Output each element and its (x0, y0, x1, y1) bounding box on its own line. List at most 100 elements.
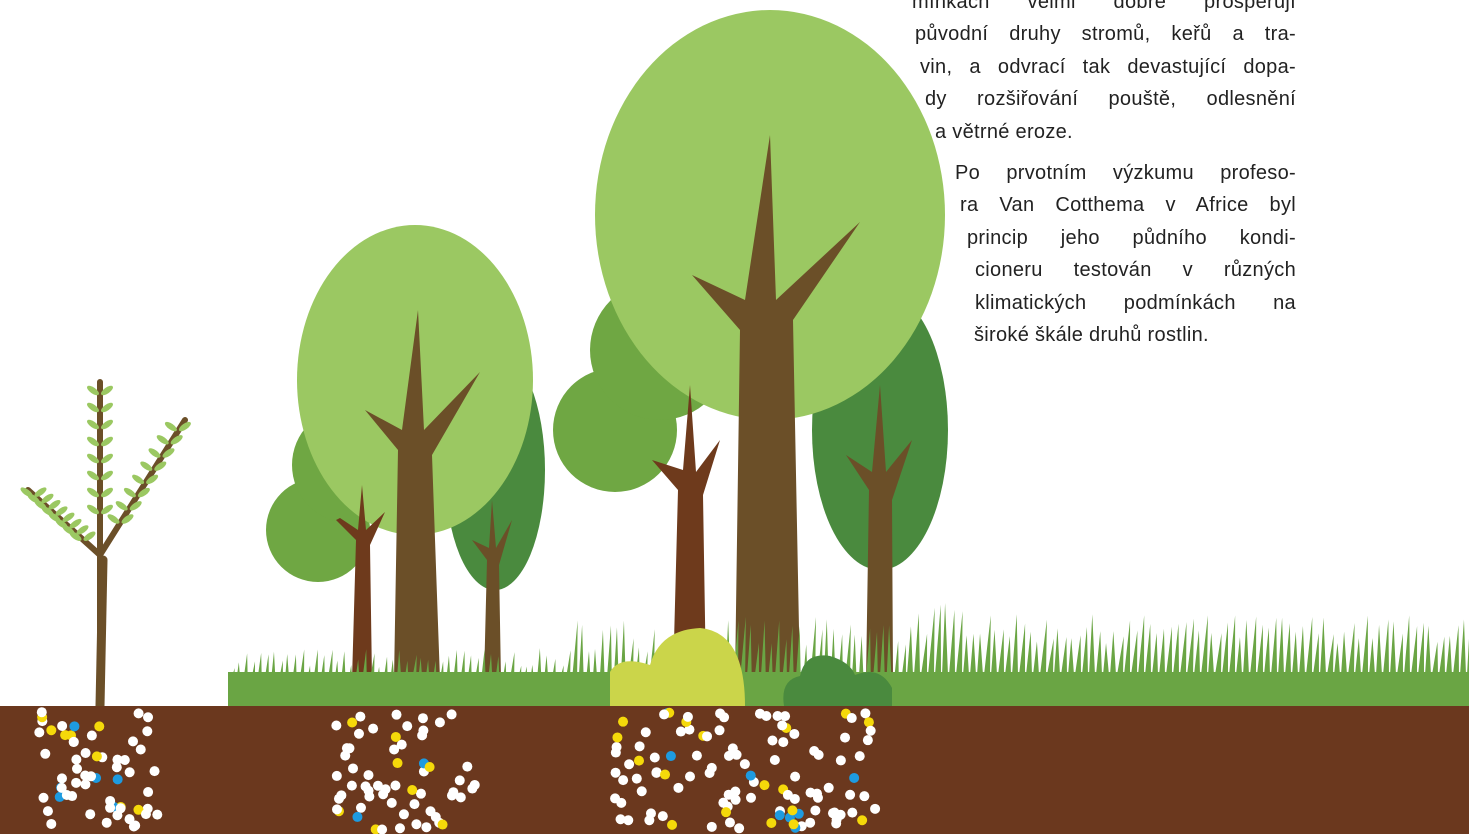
particle (635, 741, 645, 751)
particle (790, 772, 800, 782)
particle (142, 726, 152, 736)
sapling (28, 382, 185, 706)
particle (859, 791, 869, 801)
illustration (0, 0, 1469, 834)
particle (455, 775, 465, 785)
text-line: klimatických podmínkách na (975, 291, 1296, 315)
particle (113, 774, 123, 784)
sapling-leaves (19, 384, 192, 543)
particle (81, 748, 91, 758)
particle (425, 762, 435, 772)
text-line: princip jeho půdního kondi- (967, 226, 1296, 250)
particle (634, 756, 644, 766)
particle (391, 732, 401, 742)
particle (721, 807, 731, 817)
particle (112, 810, 122, 820)
particle (847, 713, 857, 723)
particle (418, 726, 428, 736)
particle (767, 735, 777, 745)
text-line: ra Van Cotthema v Africe byl (960, 193, 1296, 217)
particle (725, 818, 735, 828)
particle (364, 791, 374, 801)
particle (610, 793, 620, 803)
particle (46, 725, 56, 735)
particle (740, 759, 750, 769)
particle (659, 709, 669, 719)
particle (683, 712, 693, 722)
particle (348, 763, 358, 773)
particle (447, 709, 457, 719)
particle (438, 820, 448, 830)
particle (85, 809, 95, 819)
particle (849, 773, 859, 783)
particle (651, 768, 661, 778)
particle (707, 822, 717, 832)
particle (746, 771, 756, 781)
particle (658, 811, 668, 821)
particle (381, 784, 391, 794)
particle (134, 708, 144, 718)
text-line: původní druhy stromů, keřů a tra- (915, 22, 1296, 46)
particle (611, 768, 621, 778)
particle (755, 709, 765, 719)
particle (632, 774, 642, 784)
particle (92, 751, 102, 761)
particle (332, 771, 342, 781)
particle (789, 819, 799, 829)
particle (352, 812, 362, 822)
particle (836, 755, 846, 765)
text-line: dy rozšiřování pouště, odlesnění (925, 87, 1296, 111)
particle (692, 751, 702, 761)
particle (676, 727, 686, 737)
particle (336, 790, 346, 800)
particle (152, 810, 162, 820)
particle (418, 713, 428, 723)
particle (864, 717, 874, 727)
particle (780, 711, 790, 721)
particle (724, 751, 734, 761)
particle (136, 745, 146, 755)
particle (416, 789, 426, 799)
particle (789, 729, 799, 739)
particle (332, 804, 342, 814)
particle (770, 755, 780, 765)
particle (832, 815, 842, 825)
particle (141, 809, 151, 819)
particle (660, 770, 670, 780)
particle (673, 783, 683, 793)
particle (407, 785, 417, 795)
particle (347, 781, 357, 791)
particle (80, 779, 90, 789)
particle (666, 751, 676, 761)
particle (646, 808, 656, 818)
particle (57, 773, 67, 783)
particle (447, 791, 457, 801)
text-line: cioneru testován v různých (975, 258, 1296, 282)
text-line: a větrné eroze. (935, 120, 1073, 144)
particle (395, 823, 405, 833)
particle (105, 796, 115, 806)
particle (62, 790, 72, 800)
particle (462, 762, 472, 772)
particle (57, 721, 67, 731)
particle (840, 733, 850, 743)
particle (759, 780, 769, 790)
particle (425, 806, 435, 816)
particle (778, 737, 788, 747)
particle (731, 795, 741, 805)
particle (125, 767, 135, 777)
particle (870, 804, 880, 814)
particle (392, 710, 402, 720)
particle (331, 721, 341, 731)
page: mínkách velmi dobře prosperujípůvodní dr… (0, 0, 1469, 834)
particle (470, 780, 480, 790)
particle (809, 746, 819, 756)
particle (824, 783, 834, 793)
particle (399, 809, 409, 819)
particle (71, 754, 81, 764)
particle (715, 725, 725, 735)
particle (435, 717, 445, 727)
particle (857, 815, 867, 825)
particle (347, 718, 357, 728)
particle (641, 727, 651, 737)
